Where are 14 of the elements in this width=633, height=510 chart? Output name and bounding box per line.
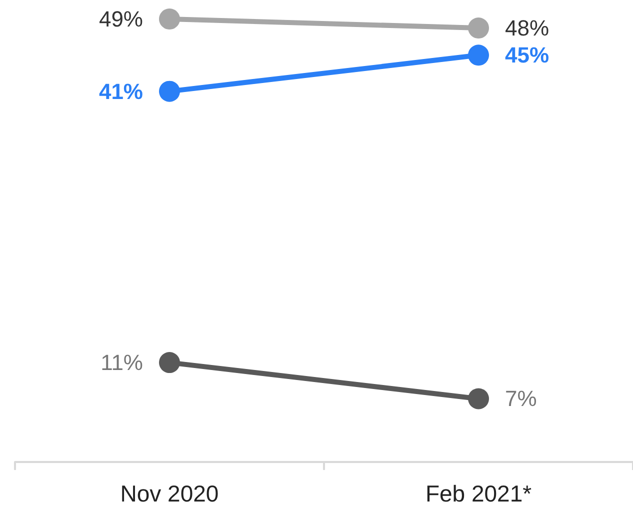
data-label: 41% <box>98 78 143 104</box>
x-tick-label: Nov 2020 <box>120 480 219 506</box>
point <box>159 8 180 30</box>
data-label: 11% <box>100 350 143 376</box>
data-label: 45% <box>505 42 550 68</box>
data-label: 49% <box>98 6 143 32</box>
point <box>468 388 489 410</box>
data-label: 48% <box>505 16 550 41</box>
point <box>159 80 180 102</box>
point <box>468 18 489 39</box>
x-tick-label: Feb 2021* <box>425 480 532 506</box>
point <box>468 44 489 66</box>
data-label: 7% <box>505 386 537 412</box>
point <box>159 352 180 374</box>
